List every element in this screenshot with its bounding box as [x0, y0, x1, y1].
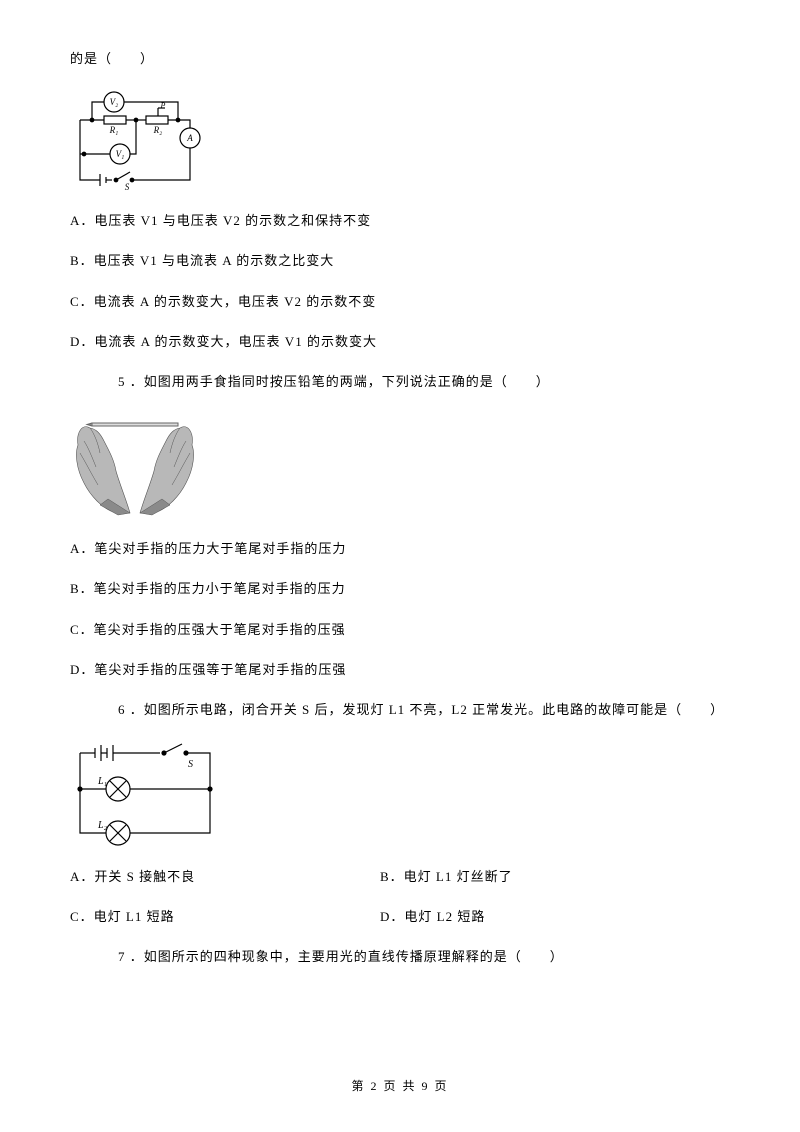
q4-opt-b: B．电压表 V1 与电流表 A 的示数之比变大: [70, 252, 730, 270]
page-footer: 第 2 页 共 9 页: [0, 1077, 800, 1094]
q6-opt-c: C．电灯 L1 短路: [70, 908, 380, 926]
q5-hands-figure: [70, 413, 200, 518]
q6-opt-d: D．电灯 L2 短路: [380, 908, 730, 926]
q4-opt-c: C．电流表 A 的示数变大，电压表 V2 的示数不变: [70, 293, 730, 311]
label-l2: L₂: [97, 820, 108, 831]
q5-stem: 5 ．如图用两手食指同时按压铅笔的两端，下列说法正确的是（ ）: [70, 373, 730, 391]
label-a: A: [186, 133, 193, 143]
q5-opt-a: A．笔尖对手指的压力大于笔尾对手指的压力: [70, 540, 730, 558]
q5-opt-c: C．笔尖对手指的压强大于笔尾对手指的压强: [70, 621, 730, 639]
label-s2: S: [188, 759, 193, 770]
q6-opt-b: B．电灯 L1 灯丝断了: [380, 868, 730, 886]
q6-opt-a: A．开关 S 接触不良: [70, 868, 380, 886]
q4-stem-tail: 的是（ ）: [70, 50, 730, 68]
q4-circuit-figure: V₂ V₁ A R₁ R₂ P S: [70, 90, 215, 190]
q7-stem: 7 ．如图所示的四种现象中，主要用光的直线传播原理解释的是（ ）: [70, 948, 730, 966]
label-l1: L₁: [97, 776, 107, 787]
label-v1: V₁: [116, 149, 125, 159]
q5-opt-b: B．笔尖对手指的压力小于笔尾对手指的压力: [70, 580, 730, 598]
label-v2: V₂: [110, 97, 119, 107]
label-p: P: [160, 101, 166, 110]
q4-opt-a: A．电压表 V1 与电压表 V2 的示数之和保持不变: [70, 212, 730, 230]
q4-opt-d: D．电流表 A 的示数变大，电压表 V1 的示数变大: [70, 333, 730, 351]
q6-circuit-figure: L₁ L₂ S: [70, 741, 225, 846]
label-r2: R₂: [153, 125, 163, 135]
label-s: S: [125, 182, 130, 190]
label-r1: R₁: [109, 125, 119, 135]
q5-opt-d: D．笔尖对手指的压强等于笔尾对手指的压强: [70, 661, 730, 679]
q6-stem: 6 ．如图所示电路，闭合开关 S 后，发现灯 L1 不亮，L2 正常发光。此电路…: [70, 701, 730, 719]
